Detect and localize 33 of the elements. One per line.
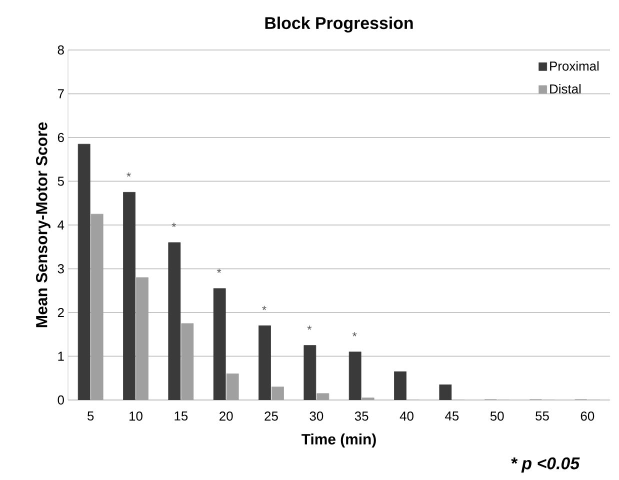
x-tick-label: 30 [310,412,324,421]
y-tick-label: 0 [58,395,64,405]
y-tick-label: 5 [58,176,64,186]
x-tick-label: 55 [536,412,549,421]
y-tick-label: 7 [58,89,64,98]
chart-title: Block Progression [265,16,413,33]
x-tick-label: 15 [174,412,188,421]
x-tick-label: 10 [130,412,142,421]
x-tick-label: 25 [264,412,278,421]
x-tick-label: 40 [400,412,414,421]
y-tick-label: 2 [58,308,64,318]
x-tick-label: 50 [490,412,504,421]
x-tick-label: 35 [354,412,368,421]
annotation: * [262,306,266,310]
annotation: * [172,222,176,227]
annotation: * [216,268,222,273]
y-tick-label: 6 [58,132,64,142]
annotation: * [126,172,131,177]
y-tick-label: 3 [58,264,64,274]
x-tick-label: 60 [580,412,594,421]
y-tick-label: 4 [58,220,64,230]
x-axis-title: Time (min) [302,434,376,448]
annotation: * [352,332,357,336]
annotation: * [307,326,312,330]
x-tick-label: 20 [220,412,233,421]
legend-label: Proximal [550,61,599,71]
y-axis-title: Mean Sensory-Motor Score [36,122,50,328]
text: * p <0.05 [511,457,580,473]
x-tick-label: 5 [88,412,94,421]
y-tick-label: 8 [58,45,64,55]
legend-label: Distal [550,84,581,94]
y-tick-label: 1 [58,352,64,361]
x-tick-label: 45 [445,412,459,421]
